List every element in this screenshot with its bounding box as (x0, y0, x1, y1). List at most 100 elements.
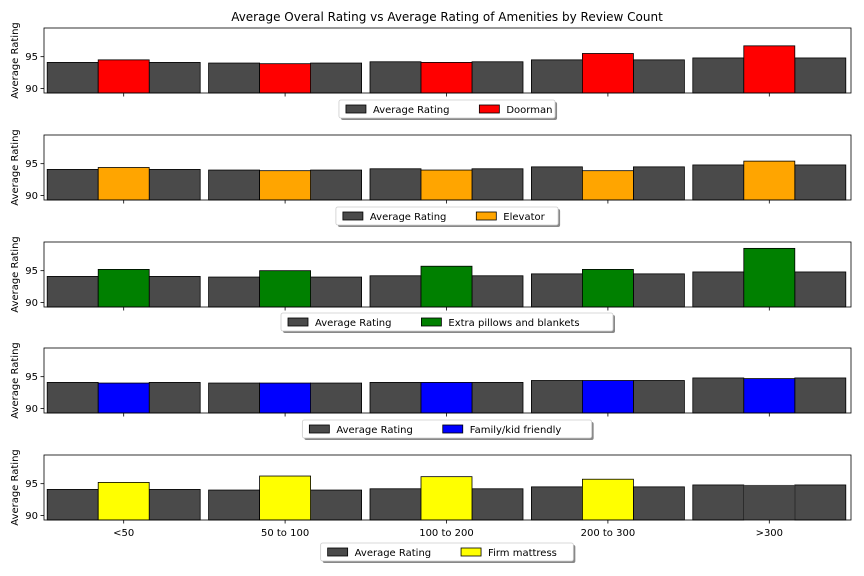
y-tick-label: 90 (25, 191, 38, 202)
legend-label: Firm mattress (488, 548, 557, 559)
avg-rating-bar (743, 484, 795, 520)
amenity-bar (420, 62, 473, 94)
avg-rating-bar (794, 484, 847, 521)
y-axis-label: Average Rating (10, 236, 21, 312)
legend-label: Elevator (503, 212, 545, 223)
panel-2: 90 95 Average Rating Average Rating Elevator (10, 129, 852, 227)
avg-rating-bar (692, 57, 745, 94)
amenity-bar (582, 380, 634, 414)
avg-rating-bar (310, 169, 363, 201)
legend-swatch (342, 211, 364, 221)
legend-swatch (287, 317, 309, 327)
amenity-bar (259, 270, 312, 308)
avg-rating-bar (148, 276, 201, 308)
avg-rating-bar (208, 276, 261, 308)
amenity-bar (582, 170, 634, 201)
y-tick-label: 95 (25, 52, 38, 63)
avg-rating-bar (471, 275, 524, 308)
amenity-bar (582, 478, 634, 521)
plot-frame (43, 347, 852, 414)
legend-box (338, 99, 556, 119)
avg-rating-bar (46, 276, 99, 308)
legend-swatch (442, 424, 464, 434)
avg-rating-bar (369, 168, 422, 201)
legend-box (320, 542, 574, 562)
amenity-bar (582, 53, 634, 94)
y-tick-label: 90 (25, 511, 38, 522)
amenity-bar (582, 269, 634, 308)
avg-rating-bar (531, 166, 583, 201)
avg-rating-bar (531, 380, 583, 414)
legend-box (335, 206, 559, 226)
avg-rating-bar (471, 168, 524, 201)
legend-label: Extra pillows and blankets (448, 318, 579, 329)
avg-rating-bar (794, 164, 847, 201)
x-tick-label: 50 to 100 (261, 528, 309, 539)
y-tick-label: 90 (25, 84, 38, 95)
avg-rating-bar (633, 486, 685, 521)
avg-rating-bar (148, 169, 201, 201)
panel-3: 90 95 Average Rating Average Rating Extra pi… (10, 236, 852, 333)
panel-5: 90 95 <50 50 to 100 100 to 200 200 to 300 >300… (10, 449, 852, 563)
chart-title: Average Overal Rating vs Average Rating … (231, 10, 663, 24)
legend-label: Average Rating (373, 105, 449, 116)
y-tick-label: 95 (25, 479, 38, 490)
legend-label: Average Rating (336, 425, 412, 436)
x-tick-label: <50 (113, 528, 134, 539)
legend-label: Average Rating (370, 212, 446, 223)
y-tick-label: 95 (25, 372, 38, 383)
plot-frame (43, 454, 852, 521)
amenity-bar (97, 167, 150, 201)
legend-swatch (327, 547, 349, 557)
avg-rating-bar (46, 382, 99, 414)
avg-rating-bar (633, 380, 685, 414)
y-axis-label: Average Rating (10, 449, 21, 525)
y-tick-label: 90 (25, 404, 38, 415)
avg-rating-bar (369, 488, 422, 521)
amenity-bar (97, 482, 150, 521)
avg-rating-bar (531, 486, 583, 521)
legend-box (280, 312, 614, 332)
avg-rating-bar (310, 489, 363, 521)
amenity-bar (259, 382, 312, 414)
avg-rating-bar (692, 164, 745, 201)
avg-rating-bar (310, 276, 363, 308)
avg-rating-bar (208, 62, 261, 94)
amenity-bar (743, 45, 796, 94)
avg-rating-bar (531, 273, 583, 308)
avg-rating-bar (692, 484, 745, 521)
avg-rating-bar (471, 61, 524, 94)
avg-rating-bar (148, 62, 201, 94)
legend-label: Doorman (506, 105, 552, 116)
x-tick-label: 100 to 200 (419, 528, 474, 539)
avg-rating-bar (148, 489, 201, 521)
avg-rating-bar (46, 169, 99, 201)
avg-rating-bar (531, 59, 583, 94)
legend-swatch (478, 104, 500, 114)
avg-rating-bar (46, 62, 99, 94)
panel-4: 90 95 Average Rating Average Rating Family/k… (10, 342, 852, 440)
avg-rating-bar (208, 489, 261, 521)
x-tick-label: 200 to 300 (581, 528, 636, 539)
legend-label: Family/kid friendly (470, 425, 562, 436)
amenity-bar (259, 475, 312, 521)
y-tick-label: 95 (25, 159, 38, 170)
amenity-bar (420, 265, 473, 308)
avg-rating-bar (369, 275, 422, 308)
amenity-bar (259, 63, 312, 94)
legend-swatch (420, 317, 442, 327)
plot-frame (43, 27, 852, 94)
legend-label: Average Rating (355, 548, 431, 559)
panel-1: 90 95 Average Rating Average Rating Doorman (10, 22, 852, 120)
avg-rating-bar (310, 62, 363, 94)
amenity-bar (420, 382, 473, 414)
avg-rating-bar (208, 169, 261, 201)
amenity-bar (97, 382, 150, 414)
amenity-bar (97, 269, 150, 308)
amenity-bar (743, 247, 796, 308)
avg-rating-bar (148, 382, 201, 414)
avg-rating-bar (471, 488, 524, 521)
amenity-bar (743, 378, 796, 414)
amenity-bar (97, 59, 150, 94)
